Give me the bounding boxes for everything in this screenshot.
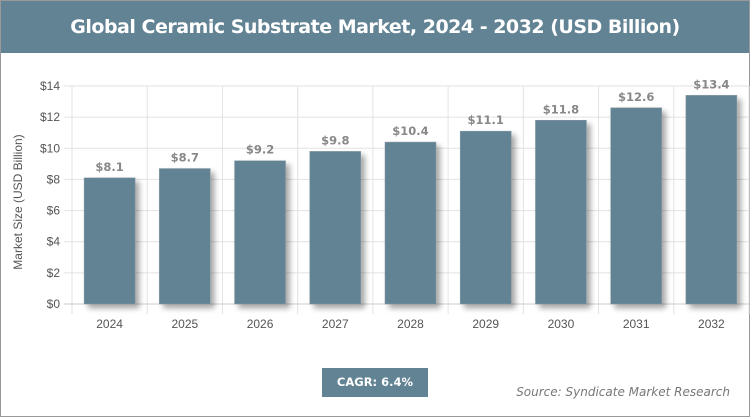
bar-value-label: $8.7 bbox=[171, 151, 199, 165]
x-tick-label: 2029 bbox=[472, 317, 499, 331]
x-tick-label: 2030 bbox=[548, 317, 575, 331]
tick-labels: $0 $2 $4 $6 $8 $10 $12 $14 $8.1 2024 $8.7 2025 $9.2 2… bbox=[40, 77, 730, 331]
y-tick-label: $6 bbox=[47, 204, 61, 218]
x-tick-label: 2031 bbox=[623, 317, 650, 331]
bar-value-label: $8.1 bbox=[95, 160, 123, 174]
cagr-badge: CAGR: 6.4% bbox=[322, 368, 428, 397]
y-tick-label: $10 bbox=[40, 141, 60, 155]
bar-value-label: $11.8 bbox=[543, 102, 579, 116]
x-tick-label: 2025 bbox=[171, 317, 198, 331]
bar bbox=[309, 151, 362, 305]
bar-value-label: $13.4 bbox=[693, 77, 729, 91]
x-tick-label: 2026 bbox=[247, 317, 274, 331]
bar-value-label: $11.1 bbox=[468, 113, 504, 127]
bar-value-label: $12.6 bbox=[618, 90, 654, 104]
y-tick-label: $8 bbox=[47, 172, 61, 186]
bar bbox=[384, 141, 437, 305]
y-tick-label: $14 bbox=[40, 79, 60, 93]
bar-value-label: $9.2 bbox=[246, 143, 274, 157]
x-tick-label: 2027 bbox=[322, 317, 349, 331]
x-tick-label: 2024 bbox=[96, 317, 123, 331]
y-tick-label: $4 bbox=[47, 235, 61, 249]
x-tick-label: 2032 bbox=[698, 317, 725, 331]
source-note: Source: Syndicate Market Research bbox=[516, 385, 730, 399]
y-tick-label: $0 bbox=[47, 297, 61, 311]
bar bbox=[610, 107, 662, 305]
y-tick-label: $12 bbox=[40, 110, 60, 124]
chart-title: Global Ceramic Substrate Market, 2024 - … bbox=[1, 1, 749, 53]
bar-value-label: $10.4 bbox=[392, 124, 428, 138]
y-tick-label: $2 bbox=[47, 266, 61, 280]
bar bbox=[535, 120, 587, 305]
bar-value-label: $9.8 bbox=[321, 133, 349, 147]
bar bbox=[685, 95, 738, 305]
bar bbox=[159, 168, 211, 305]
bar bbox=[459, 130, 512, 305]
x-tick-label: 2028 bbox=[397, 317, 424, 331]
bar bbox=[234, 160, 286, 305]
bars bbox=[83, 95, 738, 305]
bar bbox=[83, 177, 136, 305]
